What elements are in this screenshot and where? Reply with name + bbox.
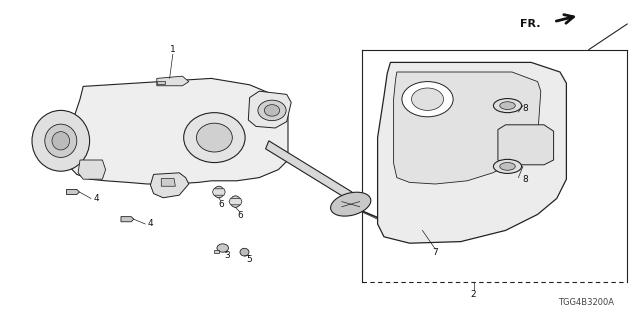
Ellipse shape bbox=[230, 196, 241, 207]
Polygon shape bbox=[378, 62, 566, 243]
Text: 4: 4 bbox=[148, 220, 153, 228]
Circle shape bbox=[500, 163, 515, 170]
Polygon shape bbox=[150, 173, 189, 198]
Ellipse shape bbox=[45, 124, 77, 157]
Polygon shape bbox=[78, 160, 106, 179]
Polygon shape bbox=[266, 141, 352, 200]
Circle shape bbox=[493, 99, 522, 113]
Polygon shape bbox=[394, 72, 541, 184]
Ellipse shape bbox=[52, 132, 70, 150]
Ellipse shape bbox=[264, 105, 280, 116]
Polygon shape bbox=[498, 125, 554, 165]
Text: 6: 6 bbox=[218, 200, 223, 209]
Ellipse shape bbox=[412, 88, 444, 110]
Text: 5: 5 bbox=[247, 255, 252, 264]
Ellipse shape bbox=[240, 248, 249, 256]
Circle shape bbox=[493, 159, 522, 173]
Ellipse shape bbox=[214, 186, 224, 198]
Text: 6: 6 bbox=[237, 212, 243, 220]
Polygon shape bbox=[121, 217, 134, 222]
Text: 2: 2 bbox=[471, 290, 476, 299]
Polygon shape bbox=[229, 198, 242, 205]
Polygon shape bbox=[157, 76, 189, 86]
Ellipse shape bbox=[258, 100, 286, 121]
Polygon shape bbox=[248, 91, 291, 128]
Text: 1: 1 bbox=[170, 45, 175, 54]
Polygon shape bbox=[157, 81, 165, 84]
Ellipse shape bbox=[184, 113, 245, 163]
Circle shape bbox=[500, 102, 515, 109]
Text: 4: 4 bbox=[93, 194, 99, 203]
Text: 8: 8 bbox=[522, 175, 527, 184]
Text: 3: 3 bbox=[225, 252, 230, 260]
Ellipse shape bbox=[217, 244, 228, 252]
Ellipse shape bbox=[331, 192, 371, 216]
Text: TGG4B3200A: TGG4B3200A bbox=[557, 298, 614, 307]
Ellipse shape bbox=[216, 189, 221, 195]
Polygon shape bbox=[67, 78, 288, 184]
Ellipse shape bbox=[196, 123, 232, 152]
Polygon shape bbox=[67, 189, 79, 195]
Polygon shape bbox=[212, 189, 225, 195]
Polygon shape bbox=[214, 250, 219, 253]
Text: 7: 7 bbox=[433, 248, 438, 257]
Ellipse shape bbox=[32, 110, 90, 171]
Text: 8: 8 bbox=[522, 104, 527, 113]
Text: FR.: FR. bbox=[520, 19, 541, 29]
Polygon shape bbox=[161, 179, 175, 186]
Ellipse shape bbox=[402, 82, 453, 117]
